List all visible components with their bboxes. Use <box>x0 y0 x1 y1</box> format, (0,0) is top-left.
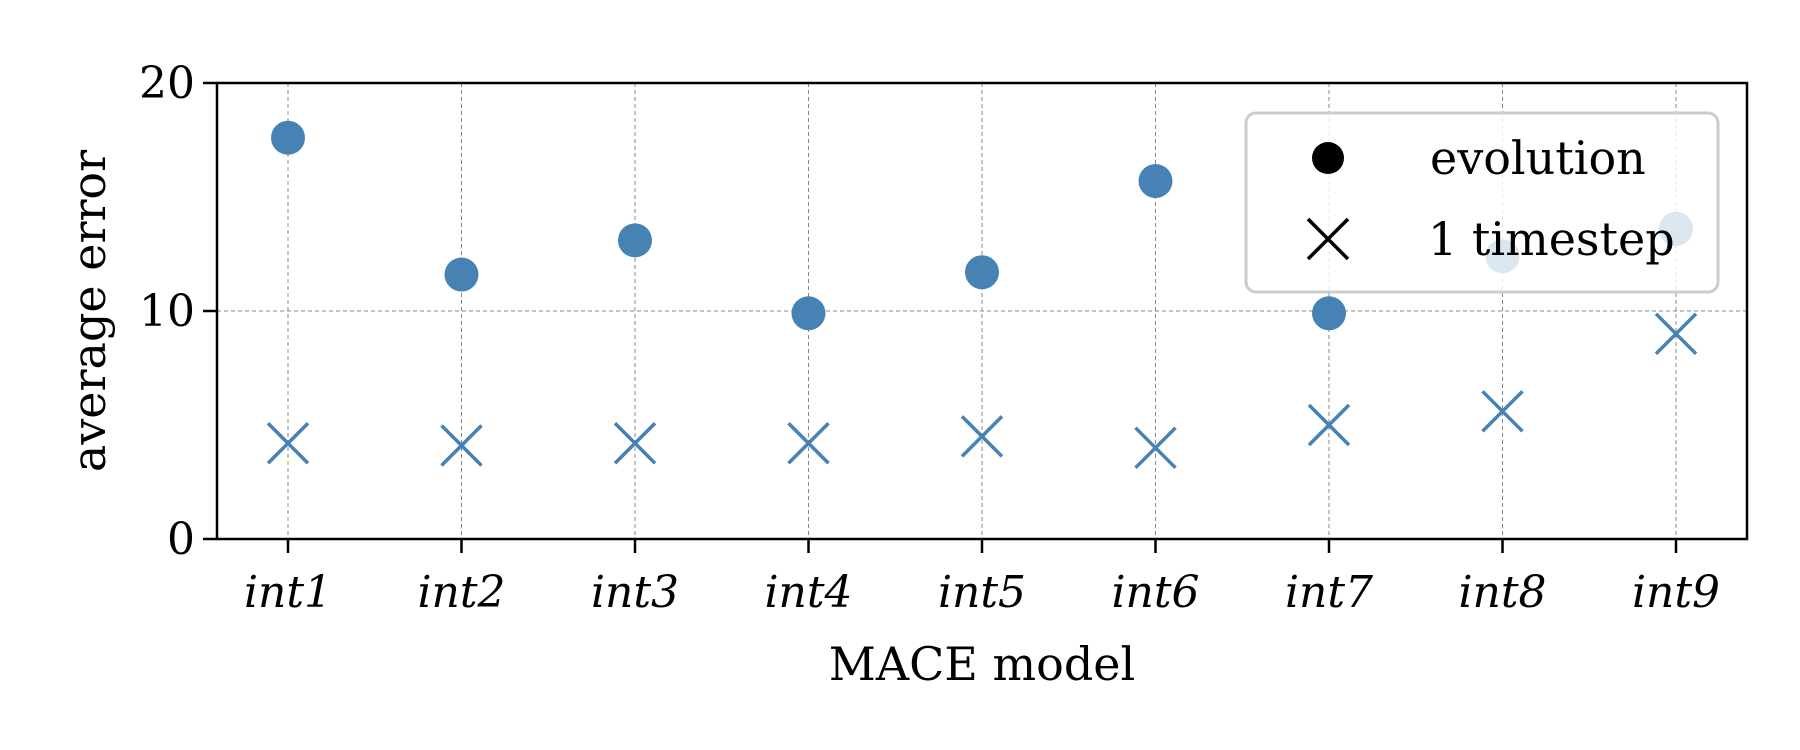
timestep-point <box>1307 403 1351 447</box>
x-tick-label: int6 <box>1111 567 1199 618</box>
legend: evolution 1 timestep <box>1244 111 1720 294</box>
y-tick-label: 10 <box>139 286 195 337</box>
timestep-point <box>960 415 1004 458</box>
legend-evolution-marker <box>1312 142 1344 174</box>
evolution-point <box>618 223 652 258</box>
evolution-point <box>1312 296 1346 331</box>
x-tick-label: int5 <box>938 567 1026 618</box>
y-axis-title: average error <box>62 150 116 472</box>
evolution-point <box>965 255 999 290</box>
x-tick-label: int7 <box>1285 567 1373 618</box>
x-tick-label: int3 <box>591 567 679 618</box>
evolution-point <box>1138 164 1173 199</box>
legend-box <box>1244 111 1720 294</box>
timestep-point <box>787 422 830 465</box>
x-tick-layer: int1 int2 int3 int4 int5 int6 int7 int8 int9 <box>244 539 1720 618</box>
x-tick-label: int9 <box>1632 567 1720 618</box>
x-axis-title: MACE model <box>829 637 1135 691</box>
timestep-point <box>1134 426 1177 470</box>
timestep-point <box>1654 312 1698 356</box>
x-tick-label: int4 <box>764 567 852 618</box>
plot-frame <box>215 81 1749 541</box>
legend-evolution-label: evolution <box>1430 131 1646 185</box>
evolution-point <box>444 257 479 292</box>
evolution-point <box>271 120 305 155</box>
timestep-point <box>1481 390 1524 433</box>
legend-timestep-marker <box>1306 217 1350 261</box>
x-tick-label: int1 <box>244 567 332 618</box>
timestep-point <box>440 424 483 467</box>
timestep-point <box>266 422 310 465</box>
y-tick-label: 20 <box>139 58 195 109</box>
evolution-point <box>791 296 826 331</box>
x-tick-label: int8 <box>1458 567 1546 618</box>
y-tick-layer: 0 10 20 <box>139 58 217 565</box>
legend-timestep-label: 1 timestep <box>1428 212 1675 266</box>
y-tick-label: 0 <box>167 514 195 565</box>
x-tick-label: int2 <box>417 567 505 618</box>
series-layer <box>266 120 1698 470</box>
timestep-point <box>613 422 657 465</box>
